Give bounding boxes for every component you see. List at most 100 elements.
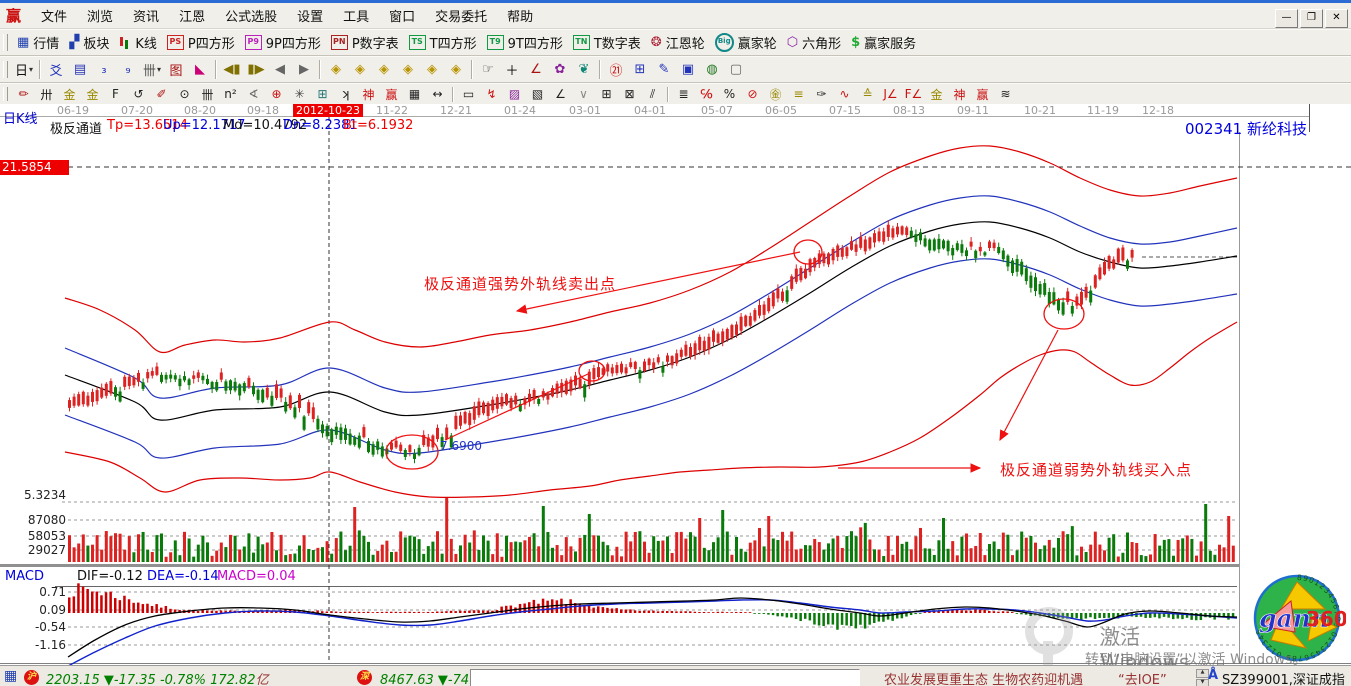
tool-k-marker-button[interactable]: ʞ: [341, 87, 350, 101]
tool-calendar-button[interactable]: ㉑: [609, 64, 623, 79]
tool-compass-red-button[interactable]: ⊕: [271, 87, 282, 101]
tool-n-square-button[interactable]: n²: [224, 87, 237, 101]
tool-trend-angle-button[interactable]: ∠: [555, 87, 566, 101]
tool-number-grid-button[interactable]: ▦: [408, 87, 421, 101]
toolbar-t-square-button[interactable]: TS T四方形: [404, 32, 482, 53]
tool-marker-pen-button[interactable]: ✑: [816, 87, 827, 101]
tool-f-angle-button[interactable]: F∠: [904, 87, 923, 101]
tool-brain-tool-button[interactable]: ❦: [578, 62, 590, 77]
index-code-label[interactable]: SZ399001,深证成指: [1222, 673, 1345, 686]
tool-golden-circle-button[interactable]: ㊎: [769, 87, 782, 102]
menu-item-9[interactable]: 交易委托: [435, 10, 488, 25]
tool-check-line-button[interactable]: ∨: [579, 87, 588, 101]
tool-notebook-button[interactable]: ✎: [658, 62, 670, 77]
stock-info-icon[interactable]: Å: [1208, 668, 1219, 683]
shenzhen-icon[interactable]: 深: [357, 668, 372, 685]
tool-save-button[interactable]: ▣: [681, 62, 695, 77]
toolbar-t-number-table-button[interactable]: TN T数字表: [568, 32, 646, 53]
tool-measure-pencil-button[interactable]: ✐: [156, 87, 167, 101]
toolbar-p-square-button[interactable]: PS P四方形: [162, 32, 240, 53]
toolbar-sectors-button[interactable]: ▞ 板块: [64, 32, 114, 53]
menu-item-4[interactable]: 江恩: [179, 10, 206, 25]
tool-shade-box-button[interactable]: ▧: [531, 87, 544, 101]
toolbar-kline-button[interactable]: K线: [114, 32, 162, 53]
tool-fan-box-button[interactable]: ▨: [508, 87, 521, 101]
tool-step-chart-3-button[interactable]: ₃: [101, 62, 107, 77]
tool-period-day-button[interactable]: 日 ▾: [14, 64, 34, 79]
tool-nav-last-button[interactable]: ▮▶: [247, 62, 265, 77]
tool-speed-fan-button[interactable]: ↯: [486, 87, 497, 101]
tool-shen-angle-button[interactable]: 神: [953, 87, 966, 102]
tool-box-target-button[interactable]: ⊞: [317, 87, 328, 101]
tool-percent-zone-button[interactable]: ℅: [700, 87, 713, 101]
tool-ying-ruler-button[interactable]: 赢: [385, 87, 398, 102]
tool-flower-tool-button[interactable]: ✿: [554, 62, 566, 77]
toolbar-winner-wheel-button[interactable]: Big 赢家轮: [710, 32, 782, 53]
tool-grid-b-button[interactable]: ⊠: [624, 87, 635, 101]
tool-rect-box-button[interactable]: ▭: [462, 87, 475, 101]
tool-pencil-button[interactable]: ✏: [18, 87, 29, 101]
shanghai-icon[interactable]: 沪: [24, 668, 39, 685]
tool-pan-hand-button[interactable]: ☞: [482, 62, 494, 77]
tool-golden-section-a-button[interactable]: 金: [63, 87, 76, 102]
toolbar-quotes-button[interactable]: ▦ 行情: [12, 32, 64, 53]
macd-title[interactable]: MACD: [5, 569, 44, 584]
tool-calculator-button[interactable]: ⊞: [634, 62, 646, 77]
tool-info-panel-button[interactable]: ▤: [73, 62, 87, 77]
menu-item-7[interactable]: 工具: [343, 10, 370, 25]
menu-item-5[interactable]: 公式选股: [225, 10, 278, 25]
tool-channel-lines-button[interactable]: ≋: [1000, 87, 1011, 101]
tool-computer-button[interactable]: ▢: [729, 62, 743, 77]
menu-item-6[interactable]: 设置: [297, 10, 324, 25]
tool-golden-lines-button[interactable]: ≡: [793, 87, 804, 101]
tool-zoom-h-in-button[interactable]: ◈: [403, 62, 413, 77]
tool-golden-section-b-button[interactable]: 金: [86, 87, 99, 102]
tool-candle-style-button[interactable]: 卌 ▾: [142, 64, 162, 79]
shanghai-index[interactable]: 2203.15 ▼-17.35 -0.78% 172.82亿: [46, 673, 269, 686]
toolbar-grip[interactable]: [3, 60, 8, 79]
tool-nav-next-button[interactable]: ▶: [299, 62, 309, 77]
tool-width-measure-button[interactable]: ↔: [432, 87, 443, 101]
menu-item-10[interactable]: 帮助: [507, 10, 534, 25]
tool-price-ladder-button[interactable]: ≣: [678, 87, 689, 101]
minimize-button[interactable]: —: [1275, 9, 1298, 28]
tool-zoom-left-button[interactable]: ◈: [331, 62, 341, 77]
status-input-field[interactable]: [470, 669, 860, 686]
restore-button[interactable]: ❐: [1300, 9, 1323, 28]
toolbar-hexagon-button[interactable]: ⬡ 六角形: [782, 32, 846, 53]
tool-zoom-all-out-button[interactable]: ◈: [427, 62, 437, 77]
tool-shen-ruler-button[interactable]: 神: [362, 87, 375, 102]
tool-grid-ruler-button[interactable]: 卌: [201, 87, 214, 102]
toolbar-9t-square-button[interactable]: T9 9T四方形: [482, 32, 568, 53]
tool-pattern-overlay-button[interactable]: 爻: [49, 64, 63, 79]
tool-percent-line-button[interactable]: ⊘: [747, 87, 758, 101]
toolbar-9p-square-button[interactable]: P9 9P四方形: [240, 32, 326, 53]
tool-nav-first-button[interactable]: ◀▮: [223, 62, 241, 77]
tool-percent-button[interactable]: %: [723, 87, 736, 101]
tool-parallel-lines-button[interactable]: ⫽: [649, 86, 656, 101]
market-grid-icon[interactable]: ▦: [4, 668, 18, 684]
tool-golden-band-button[interactable]: ≙: [862, 87, 873, 101]
tool-color-histogram-button[interactable]: ◣: [195, 62, 205, 77]
toolbar-grip[interactable]: [3, 87, 8, 101]
toolbar-p-number-table-button[interactable]: PN P数字表: [326, 32, 404, 53]
tool-golden-angle-button[interactable]: 金: [930, 87, 943, 102]
stock-name[interactable]: 002341 新纶科技: [1184, 120, 1307, 138]
tool-j-angle-button[interactable]: J∠: [883, 87, 898, 101]
menu-item-2[interactable]: 浏览: [87, 10, 114, 25]
tool-nav-prev-button[interactable]: ◀: [275, 62, 285, 77]
tool-gann-grid-button[interactable]: 卅: [40, 87, 53, 102]
toolbar-gann-wheel-button[interactable]: ❂ 江恩轮: [646, 32, 710, 53]
close-button[interactable]: ✕: [1325, 9, 1348, 28]
news-spinner[interactable]: ▲ ▼: [1196, 669, 1209, 686]
tool-wave-tool-button[interactable]: ∿: [839, 87, 850, 101]
tool-web-update-button[interactable]: ◍: [706, 62, 718, 77]
tool-grid-a-button[interactable]: ⊞: [601, 87, 612, 101]
tool-zoom-right-button[interactable]: ◈: [355, 62, 365, 77]
tool-crosshair-button[interactable]: ＋: [505, 64, 519, 79]
tool-time-circle-button[interactable]: ⊙: [179, 87, 190, 101]
tool-zoom-h-out-button[interactable]: ◈: [379, 62, 389, 77]
tool-fibonacci-ruler-button[interactable]: F: [112, 87, 119, 101]
tool-spiral-button[interactable]: ↺: [133, 87, 144, 101]
